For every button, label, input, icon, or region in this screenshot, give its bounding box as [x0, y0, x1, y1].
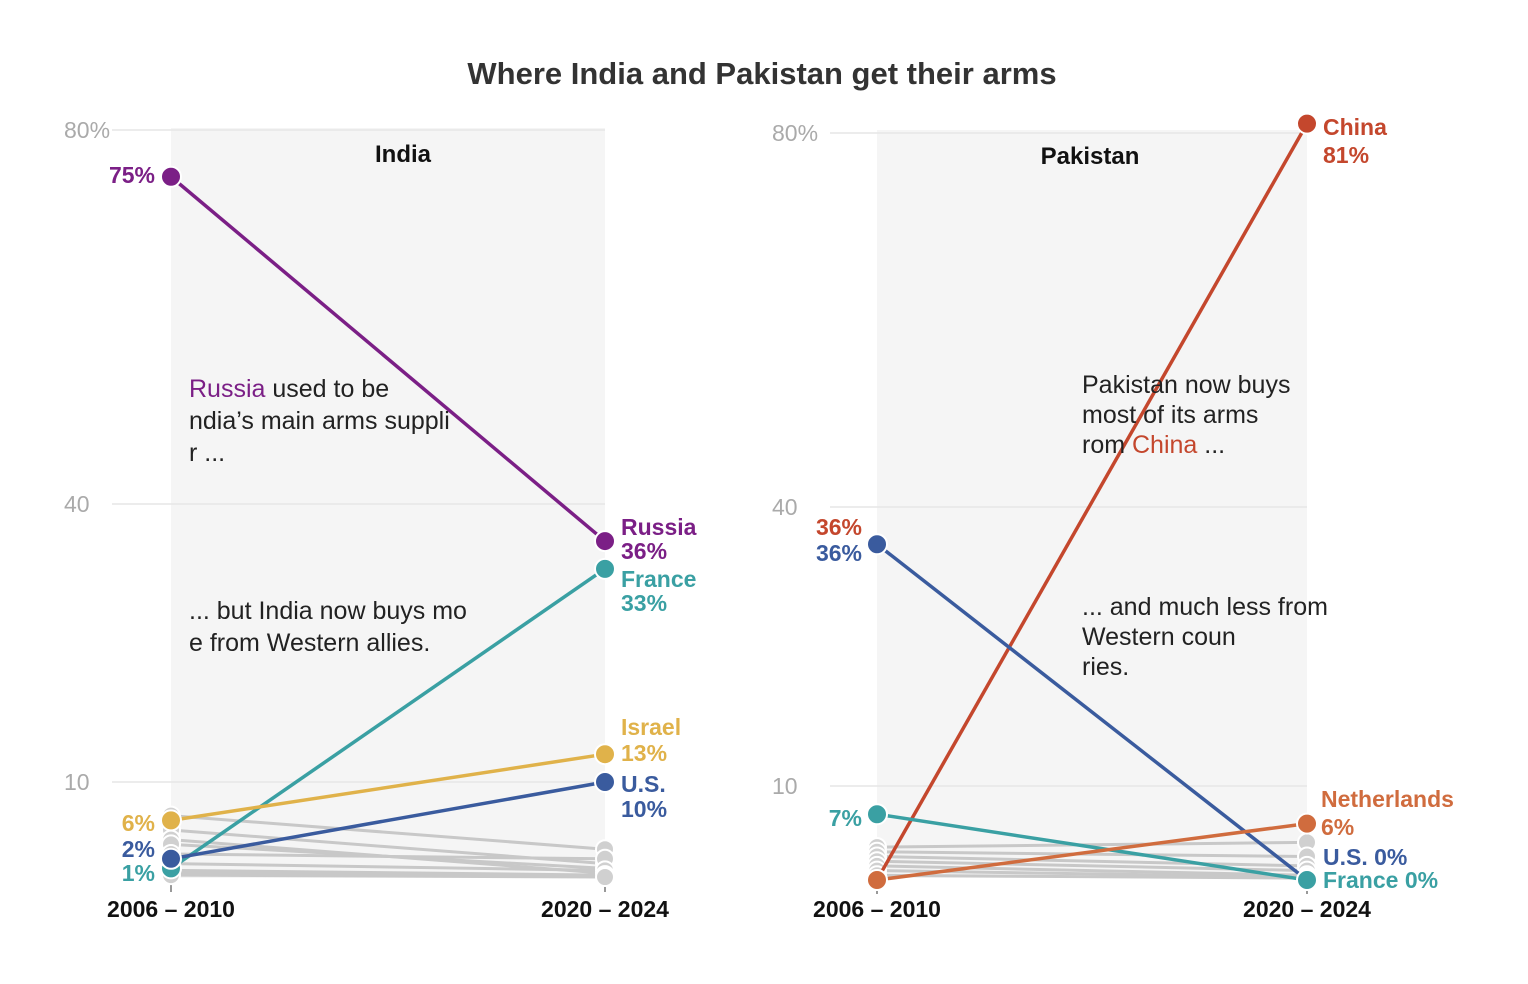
israel-start-label: 6% — [122, 810, 155, 836]
x-tick-label: 2020 – 2024 — [1243, 896, 1371, 922]
us-start-label: 2% — [122, 836, 155, 862]
us-end-name: U.S. — [621, 771, 666, 797]
y-tick-label: 10 — [772, 773, 798, 799]
israel-end-point — [594, 743, 616, 766]
netherlands-end-point — [1296, 812, 1318, 835]
russia-start-point — [160, 165, 182, 188]
other-country-line — [876, 850, 1308, 858]
france-line — [876, 812, 1308, 882]
x-tick-label: 2020 – 2024 — [541, 896, 669, 922]
panel-title: India — [375, 141, 432, 168]
india-plot-background — [171, 128, 605, 878]
russia-start-label: 75% — [109, 162, 155, 188]
annotation-text: most of its arms — [1082, 401, 1265, 429]
other-country-line — [170, 873, 606, 879]
israel-end-name: Israel — [621, 714, 681, 740]
chart-title: Where India and Pakistan get their arms — [467, 56, 1056, 91]
annotation-highlight: Russia — [189, 375, 266, 403]
other-country-point — [595, 867, 615, 888]
china-start-label: 36% — [816, 514, 862, 540]
russia-line — [169, 175, 607, 543]
russia-end-point — [594, 530, 616, 553]
other-country-line — [876, 864, 1308, 877]
annotation-western: ... but India now buys mo e from Western … — [189, 597, 467, 657]
us-line — [170, 780, 606, 861]
china-line — [875, 122, 1309, 881]
y-tick-label: 10 — [64, 769, 90, 795]
annotation-highlight: China — [1132, 431, 1197, 459]
x-tick-label: 2006 – 2010 — [107, 896, 235, 922]
france-end-point — [1296, 869, 1318, 891]
china-end-value: 81% — [1323, 142, 1369, 168]
france-start-point — [866, 803, 888, 826]
other-country-line — [170, 814, 606, 851]
annotation-text: e from Western allies. — [189, 629, 430, 657]
y-tick-label: 40 — [772, 494, 798, 520]
russia-end-value: 36% — [621, 538, 667, 564]
us-start-point — [160, 847, 182, 870]
india-panel: 80% 40 10 2006 – 2010 2020 – 2024 India 75% 6%2… — [64, 117, 697, 922]
france-end-value: 33% — [621, 590, 667, 616]
other-country-line — [876, 855, 1308, 868]
china-end-name: China — [1323, 114, 1387, 140]
france-end-point — [594, 557, 616, 580]
annotation-text: r ... — [189, 439, 225, 467]
annotation-text: Pakistan now buys — [1082, 371, 1290, 399]
y-tick-label: 80% — [772, 120, 818, 146]
netherlands-end-value: 6% — [1321, 814, 1354, 840]
france-line — [170, 567, 606, 870]
annotation-text: ndia’s main arms suppli — [189, 407, 450, 435]
x-tick-label: 2006 – 2010 — [813, 896, 941, 922]
israel-line — [170, 752, 606, 823]
annotation-text: rom — [1082, 431, 1132, 459]
other-country-line — [170, 862, 606, 872]
us-line — [875, 542, 1309, 882]
annotation-western: ... and much less from Western coun ries. — [1082, 593, 1328, 681]
us-start-label: 36% — [816, 540, 862, 566]
annotation-text: ries. — [1082, 653, 1129, 681]
netherlands-start-point — [866, 869, 888, 891]
y-tick-label: 40 — [64, 491, 90, 517]
us-start-point — [866, 533, 888, 556]
other-country-line — [876, 840, 1308, 849]
y-tick-label: 80% — [64, 117, 110, 143]
china-end-point — [1296, 112, 1318, 135]
israel-end-value: 13% — [621, 740, 667, 766]
annotation-text: ... but India now buys mo — [189, 597, 467, 625]
netherlands-end-name: Netherlands — [1321, 786, 1454, 812]
pakistan-panel: 80% 40 10 2006 – 2010 2020 – 2024 Pakistan 36%… — [772, 112, 1454, 922]
france-end-name: France — [621, 566, 696, 592]
netherlands-line — [876, 821, 1308, 882]
annotation-text: Western coun — [1082, 623, 1236, 651]
us-end-value: 10% — [621, 796, 667, 822]
panel-title: Pakistan — [1041, 143, 1140, 170]
annotation-text: ... and much less from — [1082, 593, 1328, 621]
france-start-label: 7% — [829, 805, 862, 831]
france-end-label: France 0% — [1323, 867, 1438, 893]
france-start-label: 1% — [122, 860, 155, 886]
annotation-china: Pakistan now buys most of its arms rom Ch… — [1082, 371, 1290, 459]
us-end-point — [594, 771, 616, 793]
other-country-line — [876, 873, 1308, 880]
israel-start-point — [160, 809, 182, 832]
annotation-text: ... — [1197, 431, 1225, 459]
other-country-line — [170, 852, 606, 861]
russia-end-name: Russia — [621, 514, 697, 540]
annotation-text: used to be — [265, 375, 396, 403]
us-end-label: U.S. 0% — [1323, 844, 1407, 870]
annotation-russia: Russia used to be ndia’s main arms suppl… — [189, 375, 450, 467]
